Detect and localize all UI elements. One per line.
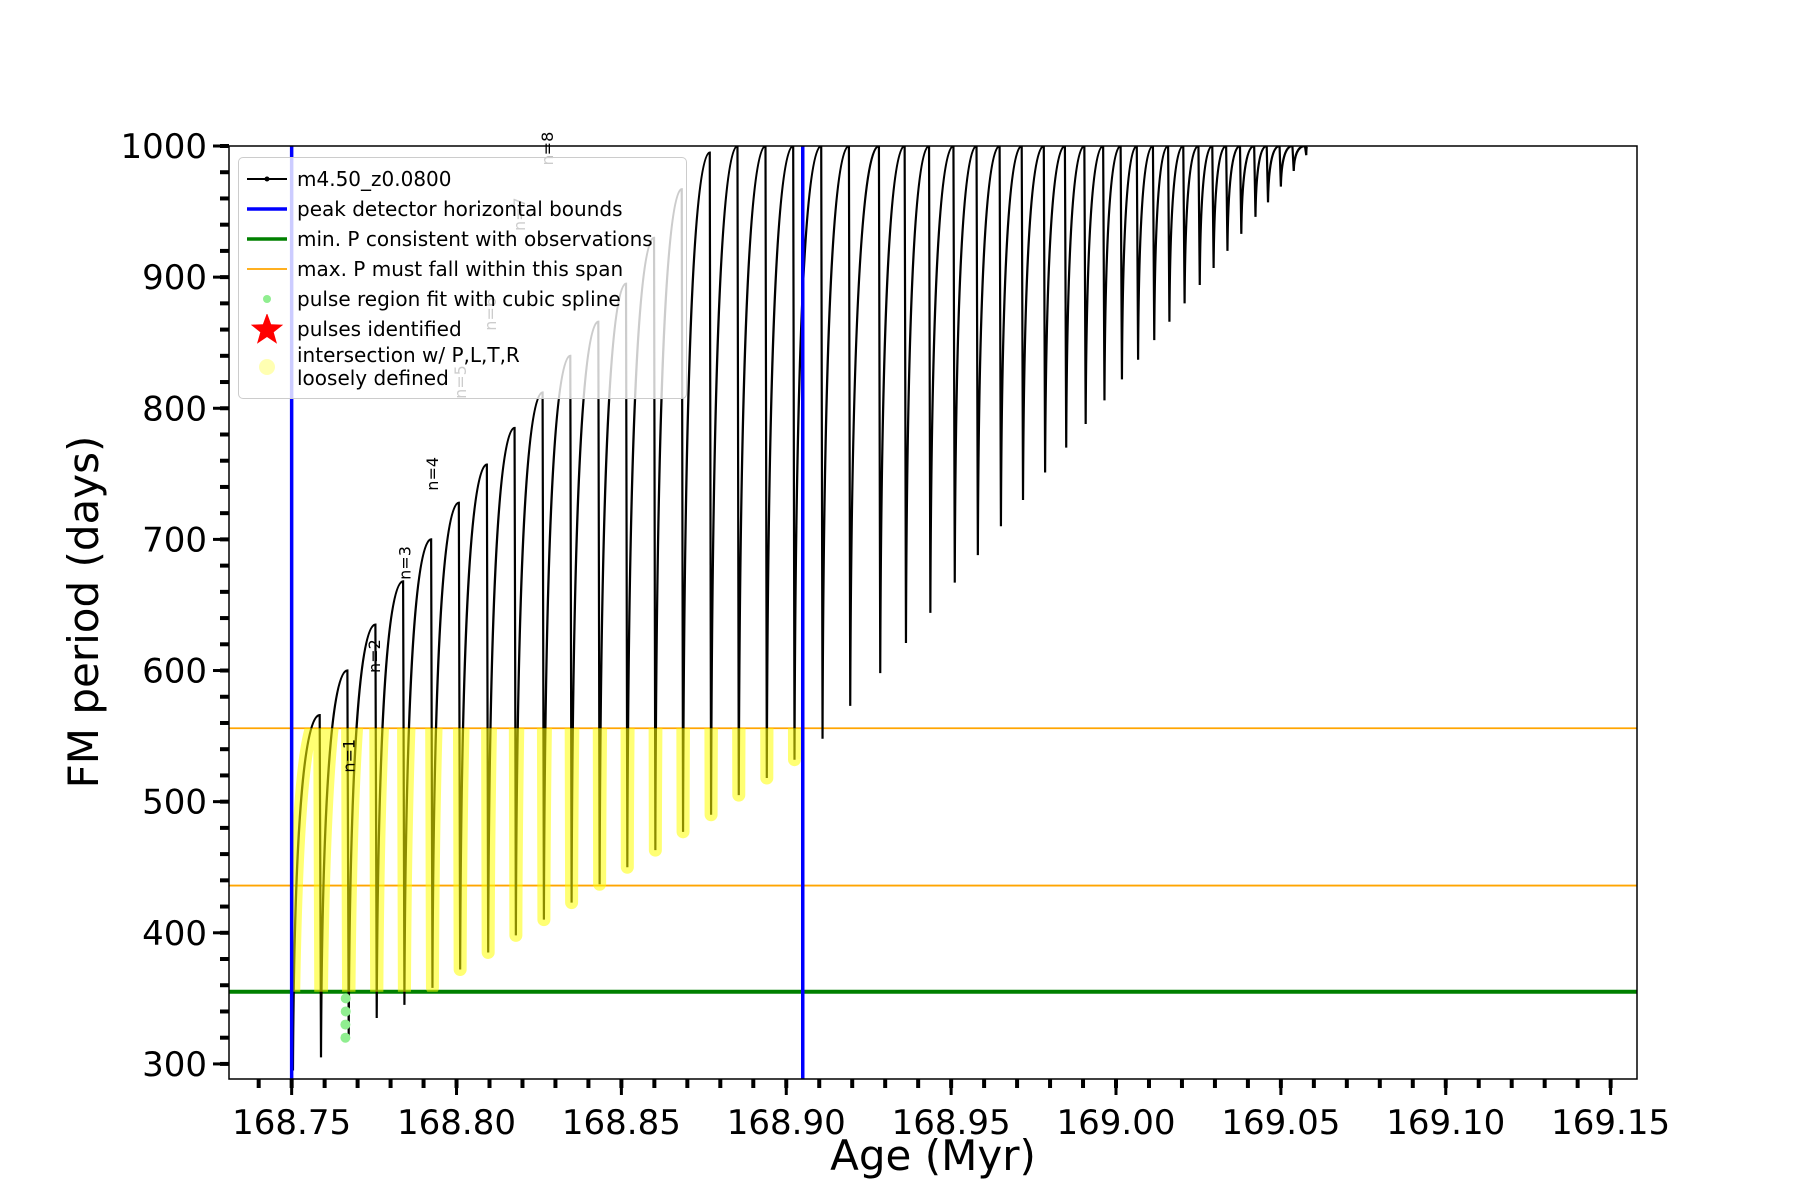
fit-point	[340, 1006, 351, 1017]
legend-label: peak detector horizontal bounds	[297, 196, 623, 221]
legend-label: pulse region fit with cubic spline	[297, 286, 621, 311]
legend-icon	[259, 359, 275, 375]
legend-icon	[247, 207, 287, 211]
plot-frame	[228, 145, 1638, 1080]
legend-label: m4.50_z0.0800	[297, 166, 452, 191]
x-tick-label: 168.95	[892, 1103, 1011, 1143]
legend-icon	[263, 295, 271, 303]
legend-dot	[264, 176, 270, 182]
x-tick-label: 168.80	[397, 1103, 516, 1143]
y-tick-label: 1000	[120, 127, 207, 167]
legend-label: pulses identified	[297, 316, 462, 341]
fit-point	[340, 1019, 351, 1030]
legend-icon	[247, 237, 287, 241]
annotation: n=2	[365, 639, 384, 673]
legend-icon	[247, 268, 287, 270]
y-tick-label: 600	[142, 652, 207, 692]
x-axis-label: Age (Myr)	[830, 1131, 1036, 1180]
x-tick-label: 169.15	[1551, 1103, 1670, 1143]
y-tick-label: 400	[142, 914, 207, 954]
legend-label: max. P must fall within this span	[297, 256, 624, 281]
annotation: n=1	[339, 739, 358, 773]
annotation: n=4	[423, 457, 442, 491]
x-tick-label: 169.00	[1057, 1103, 1176, 1143]
annotation: n=3	[395, 546, 414, 580]
y-tick-label: 500	[142, 783, 207, 823]
legend-circle	[259, 359, 275, 375]
x-tick-label: 168.90	[727, 1103, 846, 1143]
legend-item: pulse region fit with cubic spline	[239, 284, 686, 314]
fit-point	[340, 1032, 351, 1043]
y-tick-label: 800	[142, 389, 207, 429]
track-line	[291, 146, 1309, 1071]
legend-item: m4.50_z0.0800	[239, 164, 686, 194]
legend-label: min. P consistent with observations	[297, 226, 653, 251]
x-tick-label: 169.05	[1221, 1103, 1340, 1143]
legend-item: peak detector horizontal bounds	[239, 194, 686, 224]
y-axis-label: FM period (days)	[59, 436, 108, 789]
x-tick-label: 168.75	[232, 1103, 351, 1143]
legend-item: min. P consistent with observations	[239, 224, 686, 254]
y-tick-label: 300	[142, 1045, 207, 1085]
x-tick-label: 168.85	[562, 1103, 681, 1143]
y-tick-label: 900	[142, 258, 207, 298]
x-tick-label: 169.10	[1386, 1103, 1505, 1143]
y-tick-label: 700	[142, 520, 207, 560]
legend-label: intersection w/ P,L,T,R loosely defined	[297, 343, 520, 390]
legend-item: intersection w/ P,L,T,R loosely defined	[239, 344, 686, 390]
legend-item: pulses identified	[239, 314, 686, 344]
legend-item: max. P must fall within this span	[239, 254, 686, 284]
legend-dot	[263, 295, 271, 303]
track-group	[291, 146, 1309, 1071]
legend-icon	[247, 176, 287, 182]
legend-star	[250, 314, 284, 344]
fit-point	[340, 993, 351, 1004]
legend-icon	[250, 314, 284, 344]
